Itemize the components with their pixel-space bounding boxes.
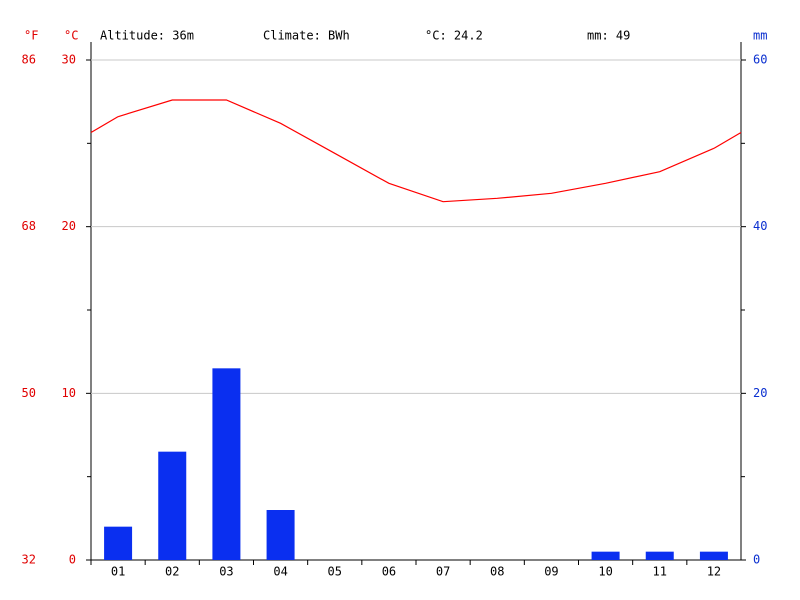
temp-line-edge [90,116,119,134]
precip-bar [158,451,187,560]
y2-tick-label: 40 [753,219,767,233]
y-tick-label: 20 [62,219,76,233]
temp-line [117,99,715,203]
y-tick-label: 10 [62,386,76,400]
total-precip: mm: 49 [587,29,630,43]
x-tick-label: 07 [436,565,450,579]
y2-tick-label: 20 [753,386,767,400]
x-tick-label: 10 [598,565,612,579]
x-tick-label: 02 [165,565,179,579]
x-tick-label: 12 [707,565,721,579]
x-tick-label: 11 [653,565,667,579]
climate: Climate: BWh [263,29,350,43]
x-tick-label: 06 [382,565,396,579]
c-unit: °C [64,29,78,43]
mm-unit: mm [753,29,767,43]
f-tick-label: 68 [22,219,36,233]
precip-bar [104,526,133,560]
temp-line-edge [713,131,742,149]
precip-bar [645,551,674,560]
y2-tick-label: 0 [753,553,760,567]
precip-bar [266,510,295,560]
x-tick-label: 08 [490,565,504,579]
precip-bar [591,551,620,560]
altitude: Altitude: 36m [100,29,194,43]
x-tick-label: 09 [544,565,558,579]
x-tick-label: 01 [111,565,125,579]
precip-bar [212,368,241,560]
precip-bar [699,551,728,560]
f-tick-label: 32 [22,553,36,567]
y-tick-label: 30 [62,53,76,67]
x-tick-label: 04 [273,565,287,579]
f-unit: °F [24,29,38,43]
x-tick-label: 05 [328,565,342,579]
y-tick-label: 0 [69,553,76,567]
f-tick-label: 86 [22,53,36,67]
mean-temp: °C: 24.2 [425,29,483,43]
f-tick-label: 50 [22,386,36,400]
x-tick-label: 03 [219,565,233,579]
y2-tick-label: 60 [753,53,767,67]
